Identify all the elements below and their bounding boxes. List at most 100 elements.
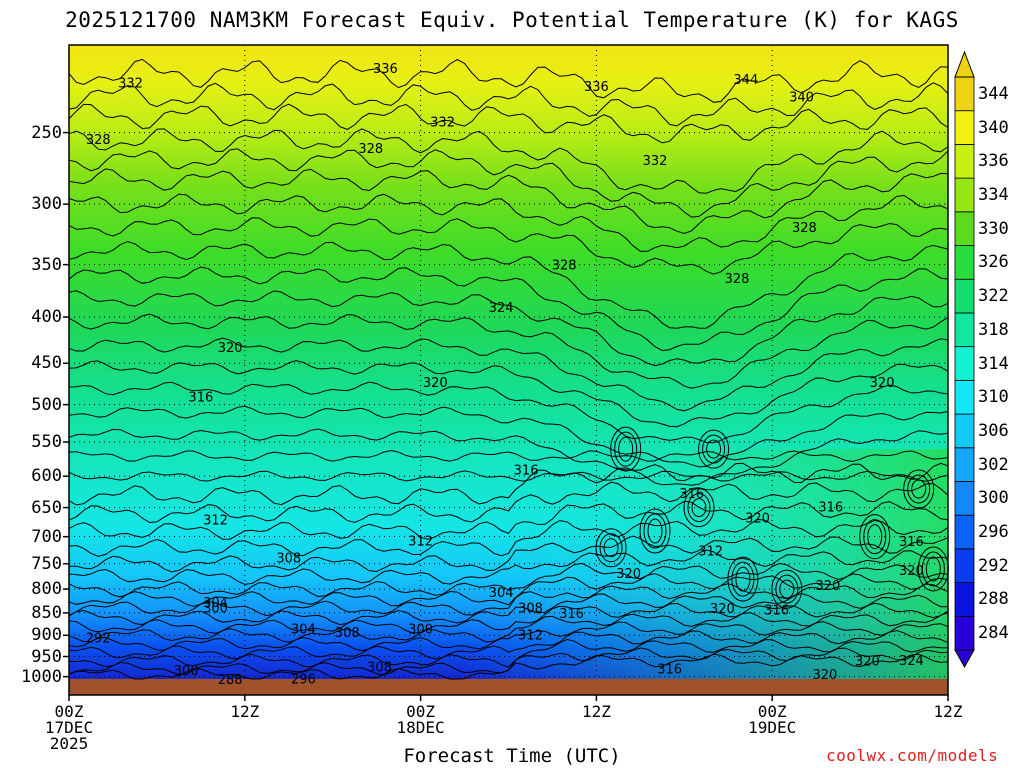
contour-line	[69, 535, 949, 573]
contour-label: 304	[203, 596, 228, 611]
colorbar-swatch	[954, 346, 975, 381]
colorbar-label: 336	[978, 151, 1009, 172]
contour-cell	[775, 574, 799, 604]
contour-line	[68, 612, 949, 643]
colorbar-label: 292	[978, 555, 1009, 576]
contour-label: 316	[679, 487, 704, 502]
contour-label: 328	[86, 133, 111, 148]
colorbar-swatch	[954, 514, 975, 550]
contour-cell	[610, 426, 642, 472]
contour-label: 316	[188, 391, 213, 406]
contour-line	[68, 337, 949, 412]
contour-cell	[727, 556, 759, 602]
contour-line	[68, 449, 949, 462]
contour-label: 308	[367, 661, 392, 676]
contour-label: 332	[118, 76, 143, 91]
plot-frame	[68, 44, 949, 696]
colorbar-label: 284	[978, 623, 1009, 644]
contour-cell	[925, 556, 941, 582]
contour-label: 336	[373, 62, 398, 77]
contour-line	[68, 103, 949, 144]
contour-label: 340	[789, 90, 814, 105]
contour-label: 288	[218, 673, 243, 688]
contour-label: 300	[174, 664, 199, 679]
y-tick-label: 750	[31, 553, 62, 574]
contour-cell	[911, 479, 927, 499]
y-tick-label: 600	[31, 466, 62, 487]
contour-line	[68, 217, 949, 275]
colorbar-swatch	[954, 245, 975, 280]
contour-line	[68, 148, 949, 218]
contour-label: 320	[870, 376, 895, 391]
contour-label: 332	[643, 154, 668, 169]
contour-line	[68, 518, 949, 557]
ground-surface	[69, 679, 948, 695]
contour-cell	[771, 569, 803, 609]
contour-line	[68, 638, 949, 668]
contour-line	[68, 290, 949, 367]
contour-line	[68, 462, 949, 506]
contour-cell	[603, 538, 619, 558]
contour-cell	[595, 528, 627, 568]
contour-line	[68, 193, 949, 252]
contour-label: 304	[291, 623, 316, 638]
contour-label: 304	[489, 586, 514, 601]
contour-label: 320	[218, 341, 243, 356]
colorbar-label: 340	[978, 117, 1009, 138]
theta-field-warm-sector	[69, 449, 948, 679]
y-tick-label: 650	[31, 497, 62, 518]
colorbar-label: 322	[978, 286, 1009, 307]
contour-cell	[698, 429, 730, 469]
x-tick-label: 12Z	[933, 702, 963, 721]
contour-cell	[618, 436, 634, 462]
colorbar-label: 300	[978, 488, 1009, 509]
contour-label: 320	[745, 512, 770, 527]
colorbar-swatch	[954, 548, 975, 583]
contour-cell	[903, 469, 935, 509]
contour-label: 308	[335, 626, 360, 641]
contour-line	[68, 500, 949, 540]
colorbar-swatch	[954, 447, 975, 482]
x-tick-label: 12Z	[581, 702, 611, 721]
contour-label: 324	[489, 301, 514, 316]
contour-cell	[647, 518, 663, 544]
colorbar-label: 326	[978, 252, 1009, 273]
contour-cell	[643, 513, 667, 549]
colorbar-swatch	[954, 582, 975, 617]
colorbar-arrow-top	[954, 50, 975, 78]
y-tick-label: 800	[31, 579, 62, 600]
colorbar-label: 344	[978, 83, 1009, 104]
colorbar-swatch	[954, 379, 975, 415]
y-tick-label: 1000	[21, 666, 62, 687]
colorbar-arrow-bottom	[954, 649, 975, 669]
contour-label: 320	[423, 376, 448, 391]
x-tick-label: 00Z 19DEC	[748, 702, 797, 737]
contour-line	[68, 549, 949, 585]
y-tick-label: 400	[31, 307, 62, 328]
contour-line	[68, 82, 949, 127]
contour-line	[68, 58, 949, 103]
contour-cell	[599, 533, 623, 563]
colorbar-swatch	[954, 110, 975, 145]
y-tick-label: 850	[31, 602, 62, 623]
contour-label: 312	[408, 535, 433, 550]
colorbar-swatch	[954, 312, 975, 348]
contour-line	[68, 360, 949, 428]
colorbar-swatch	[954, 278, 975, 314]
y-tick-label: 300	[31, 194, 62, 215]
contour-line	[68, 470, 949, 482]
contour-line	[68, 653, 949, 680]
contour-label: 320	[616, 567, 641, 582]
contour-label: 344	[733, 73, 758, 88]
x-axis-label: Forecast Time (UTC)	[403, 745, 621, 767]
contour-line	[68, 128, 949, 194]
contour-cell	[706, 439, 722, 459]
contour-line	[68, 266, 949, 352]
contour-line	[68, 405, 949, 468]
colorbar-label: 302	[978, 454, 1009, 475]
colorbar-swatch	[954, 413, 975, 449]
contour-label: 312	[203, 513, 228, 528]
y-tick-label: 700	[31, 526, 62, 547]
y-tick-label: 900	[31, 625, 62, 646]
